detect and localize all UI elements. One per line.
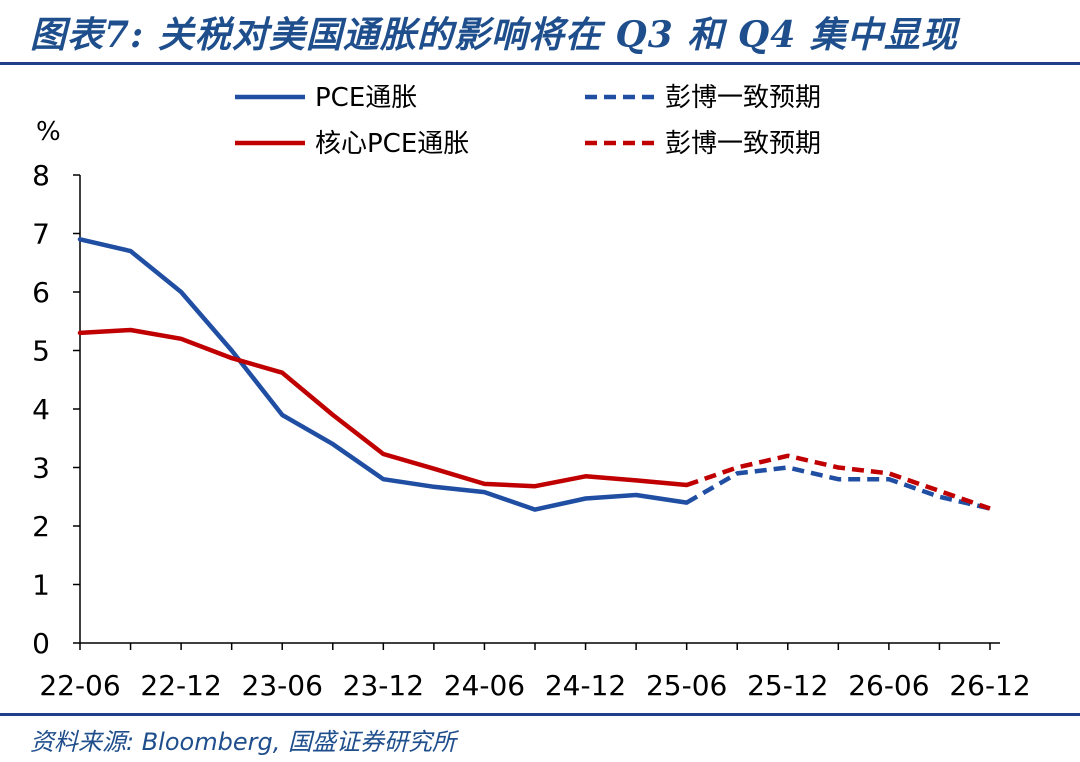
series-line-2 xyxy=(77,327,689,489)
x-tick-label: 24-06 xyxy=(444,669,525,702)
line-chart: 0 1 2 3 4 5 6 7 8% 22-06 22-12 23-06 23-12 24-06 24-12… xyxy=(32,83,1031,702)
series-line-3 xyxy=(685,453,991,511)
series-line-0 xyxy=(77,237,689,512)
legend-label-1: 彭博一致预期 xyxy=(665,83,821,113)
x-tick-label: 22-06 xyxy=(39,669,120,702)
y-tick-label: 4 xyxy=(32,393,50,426)
x-tick-label: 25-06 xyxy=(646,669,727,702)
legend-label-0: PCE通胀 xyxy=(315,83,417,113)
chart-title: 图表7: 关税对美国通胀的影响将在 Q3 和 Q4 集中显现 xyxy=(30,14,958,56)
x-tick-label: 26-12 xyxy=(949,669,1030,702)
title-divider xyxy=(0,62,1080,65)
source-divider xyxy=(0,713,1080,716)
y-tick-label: 3 xyxy=(32,452,50,485)
y-tick-label: 8 xyxy=(32,159,50,192)
x-tick-label: 26-06 xyxy=(848,669,929,702)
y-tick-label: 7 xyxy=(32,218,50,251)
x-tick-label: 25-12 xyxy=(747,669,828,702)
x-tick-label: 23-12 xyxy=(343,669,424,702)
y-axis-unit: % xyxy=(36,117,61,147)
x-tick-label: 22-12 xyxy=(140,669,221,702)
y-tick-label: 1 xyxy=(32,569,50,602)
y-tick-label: 0 xyxy=(32,627,50,660)
y-tick-label: 2 xyxy=(32,510,50,543)
y-tick-label: 5 xyxy=(32,335,50,368)
legend-label-2: 核心PCE通胀 xyxy=(315,129,469,159)
x-tick-label: 23-06 xyxy=(242,669,323,702)
x-tick-label: 24-12 xyxy=(545,669,626,702)
legend-label-3: 彭博一致预期 xyxy=(665,129,821,159)
series-line-1 xyxy=(685,465,991,511)
source-note: 资料来源: Bloomberg, 国盛证券研究所 xyxy=(30,728,456,756)
y-tick-label: 6 xyxy=(32,276,50,309)
